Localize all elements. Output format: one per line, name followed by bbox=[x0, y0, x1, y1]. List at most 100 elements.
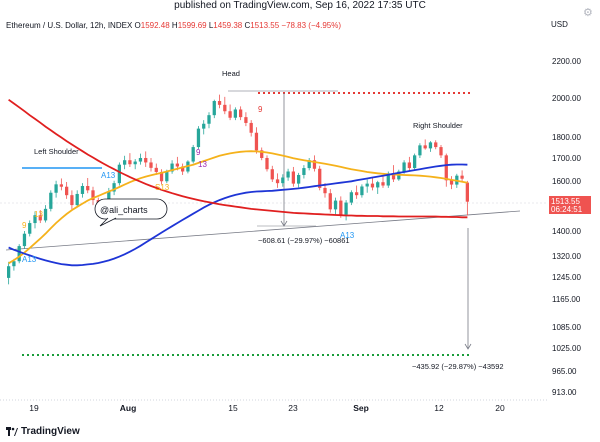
y-tick-label: 965.00 bbox=[552, 367, 577, 376]
candle bbox=[49, 190, 53, 212]
candle bbox=[202, 120, 206, 135]
y-tick-label: 2000.00 bbox=[552, 94, 581, 103]
candle bbox=[233, 107, 237, 121]
handle-text: @ali_charts bbox=[100, 205, 148, 215]
candle bbox=[302, 165, 306, 179]
candle bbox=[376, 180, 380, 194]
moving-average-line bbox=[8, 98, 468, 219]
td-label: S13 bbox=[155, 183, 170, 192]
y-tick-label: 913.00 bbox=[552, 388, 577, 397]
candle bbox=[360, 184, 364, 198]
td-label: 9 bbox=[22, 221, 27, 230]
candle bbox=[28, 220, 32, 237]
y-tick-label: 1320.00 bbox=[552, 252, 581, 261]
y-tick-label: 1400.00 bbox=[552, 227, 581, 236]
candle bbox=[465, 180, 469, 216]
candle bbox=[434, 140, 438, 150]
candle bbox=[449, 176, 454, 190]
candle bbox=[123, 155, 127, 170]
candle bbox=[154, 163, 158, 175]
candle bbox=[428, 141, 433, 152]
candle bbox=[239, 106, 243, 121]
symbol-title[interactable]: Ethereum / U.S. Dollar, 12h, INDEX bbox=[6, 21, 133, 30]
low-label: L bbox=[208, 21, 214, 30]
candle bbox=[43, 205, 48, 223]
candle bbox=[286, 168, 290, 181]
y-tick-label: 1025.00 bbox=[552, 344, 581, 353]
candle bbox=[223, 96, 227, 115]
currency-label: USD bbox=[551, 20, 568, 29]
candle bbox=[265, 155, 269, 172]
neckline bbox=[5, 210, 521, 251]
candle bbox=[312, 155, 317, 172]
candle bbox=[339, 196, 343, 218]
x-tick-label: 23 bbox=[288, 403, 298, 413]
candle bbox=[133, 159, 137, 170]
candle bbox=[196, 126, 201, 150]
candle bbox=[59, 178, 63, 191]
candle bbox=[75, 190, 79, 208]
open-label: O bbox=[134, 21, 141, 30]
right-shoulder-label: Right Shoulder bbox=[413, 121, 463, 130]
y-tick-label: 2200.00 bbox=[552, 57, 581, 66]
last-price-tag bbox=[549, 196, 591, 214]
candle bbox=[349, 190, 353, 206]
candle bbox=[275, 173, 280, 188]
x-axis: 19 Aug 15 23 Sep 12 20 bbox=[29, 403, 505, 413]
candle bbox=[381, 175, 385, 188]
candle bbox=[217, 94, 222, 109]
td-label: 9 bbox=[258, 105, 263, 114]
candle bbox=[117, 162, 121, 186]
td-label: 13 bbox=[198, 160, 207, 169]
candle bbox=[307, 157, 311, 171]
candle bbox=[70, 190, 74, 211]
candle bbox=[212, 99, 216, 119]
open-value: 1592.48 bbox=[140, 21, 170, 30]
candle bbox=[260, 147, 264, 161]
head-label: Head bbox=[222, 69, 240, 78]
candle bbox=[7, 261, 11, 285]
candle bbox=[228, 104, 232, 121]
y-tick-label: 1600.00 bbox=[552, 177, 581, 186]
countdown: 06:24:51 bbox=[551, 205, 583, 214]
candle bbox=[365, 179, 369, 193]
candle bbox=[344, 200, 348, 221]
measure-label-2: −435.92 (−29.87%) −43592 bbox=[412, 362, 504, 371]
x-tick-label: 12 bbox=[434, 403, 444, 413]
y-axis: 2200.00 2000.00 1800.00 1700.00 1600.00 1400.… bbox=[552, 57, 581, 397]
high-label: H bbox=[171, 21, 178, 30]
candle bbox=[244, 112, 248, 127]
candle bbox=[439, 144, 443, 158]
candle bbox=[291, 166, 295, 187]
candle bbox=[91, 186, 95, 206]
candle bbox=[65, 181, 69, 199]
td-label: A13 bbox=[22, 255, 37, 264]
candle bbox=[413, 153, 417, 171]
candle bbox=[281, 174, 285, 187]
td-label: A13 bbox=[340, 231, 355, 240]
candle bbox=[54, 180, 58, 198]
gear-icon[interactable]: ⚙ bbox=[583, 7, 593, 19]
handle-bubble: @ali_charts bbox=[94, 198, 168, 227]
y-tick-label: 1085.00 bbox=[552, 323, 581, 332]
candle bbox=[159, 169, 164, 185]
candle bbox=[328, 189, 332, 213]
x-tick-label: Aug bbox=[120, 403, 137, 413]
candle bbox=[17, 244, 21, 264]
candle bbox=[22, 231, 27, 249]
candle bbox=[460, 170, 464, 182]
candle bbox=[149, 157, 153, 172]
candle bbox=[297, 172, 301, 188]
tradingview-logo[interactable]: TradingView bbox=[6, 426, 80, 437]
candle bbox=[249, 120, 253, 137]
y-tick-label: 1800.00 bbox=[552, 133, 581, 142]
measure-label-1: −608.61 (−29.97%) −60861 bbox=[258, 236, 350, 245]
candle bbox=[207, 112, 211, 129]
y-tick-label: 1165.00 bbox=[552, 295, 581, 304]
candle bbox=[86, 177, 90, 194]
y-tick-label: 1700.00 bbox=[552, 154, 581, 163]
x-tick-label: 19 bbox=[29, 403, 39, 413]
candle bbox=[355, 185, 359, 199]
td-sequential-labels: A13 S13 13 9 A13 13 9 A13 9 bbox=[22, 105, 355, 264]
